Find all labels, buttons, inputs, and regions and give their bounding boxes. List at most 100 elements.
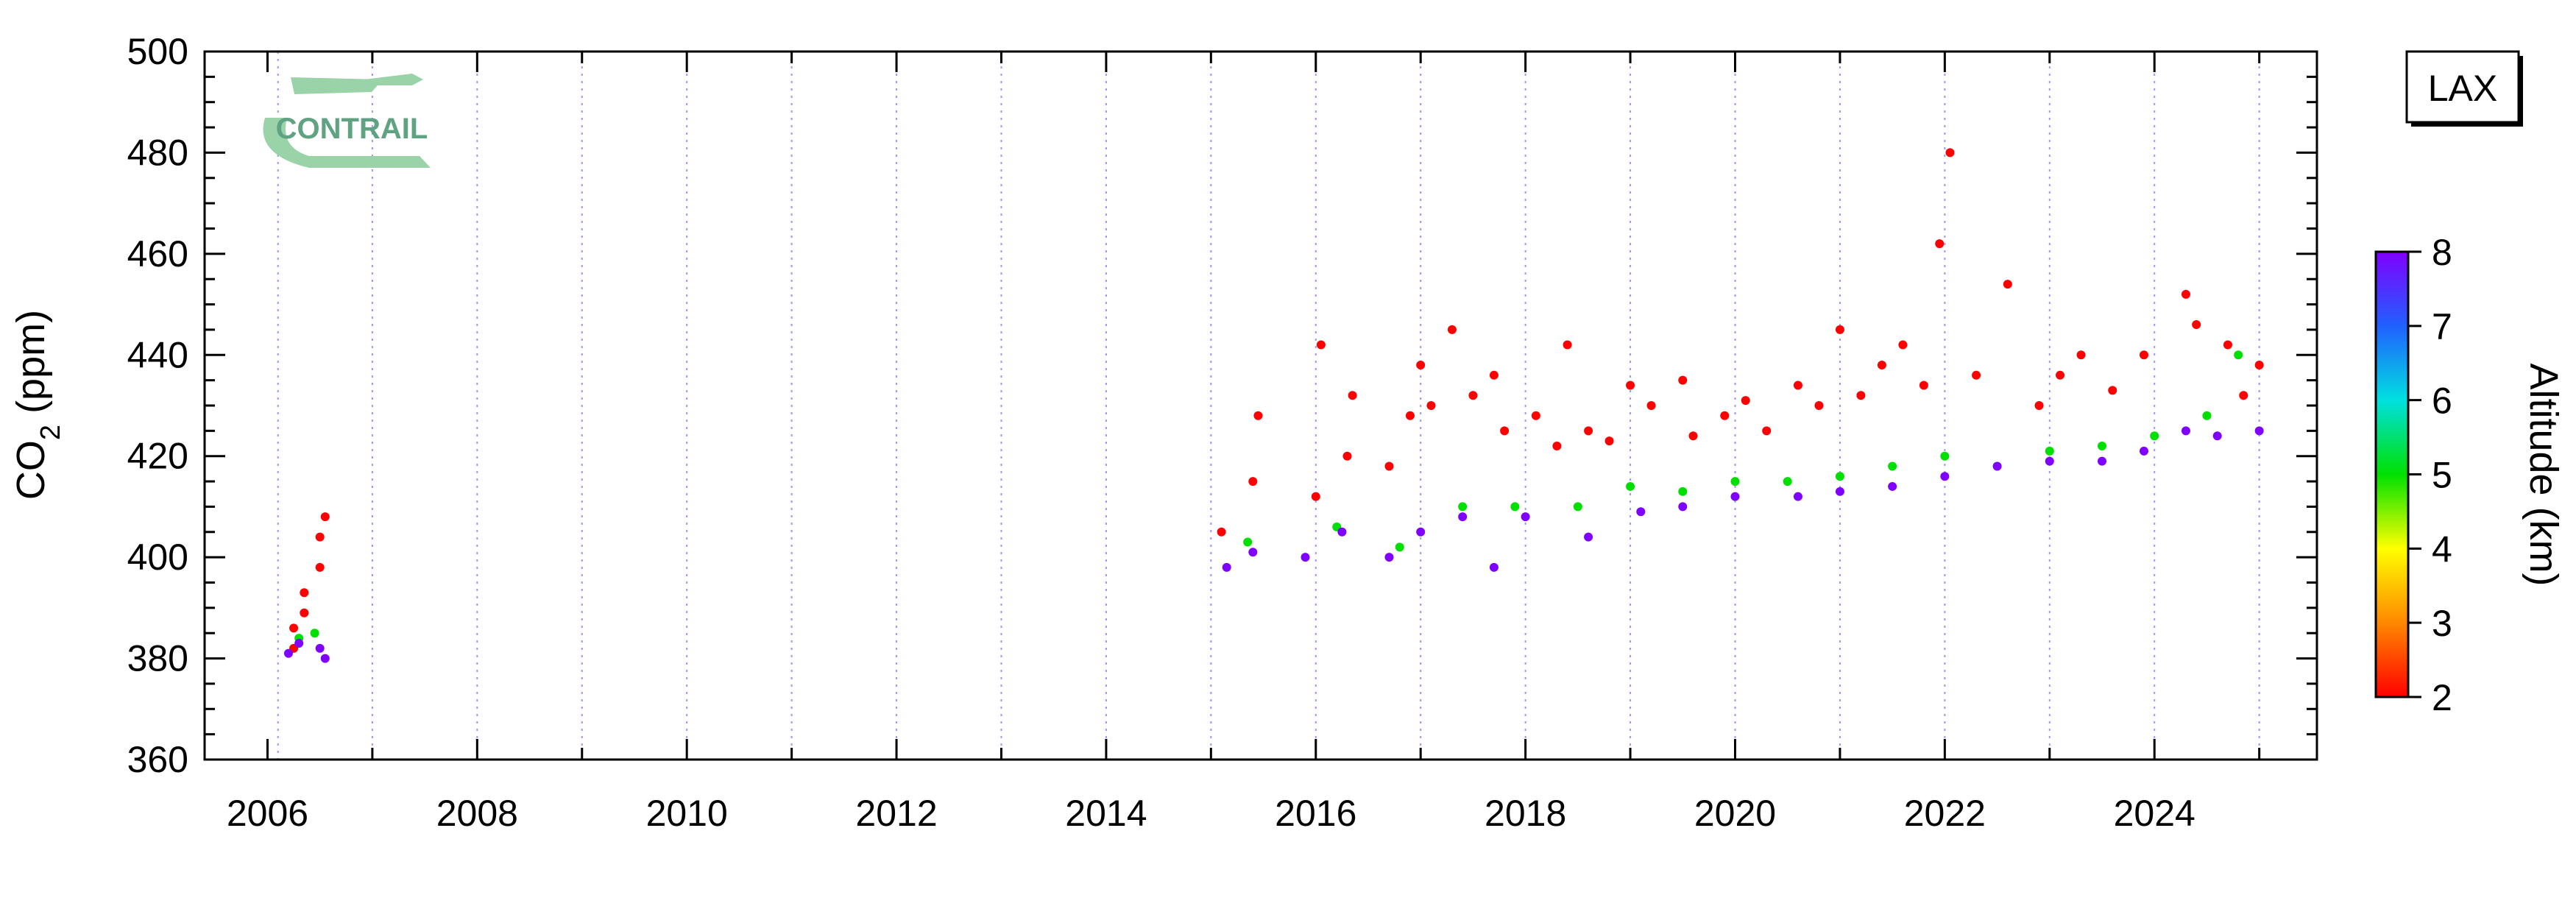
data-point bbox=[1573, 502, 1582, 512]
data-point bbox=[2223, 340, 2232, 350]
data-point bbox=[1458, 512, 1468, 522]
data-point bbox=[1426, 401, 1436, 410]
data-point bbox=[1217, 527, 1226, 537]
y-tick-label: 380 bbox=[127, 638, 188, 679]
data-point bbox=[2254, 426, 2264, 436]
colorbar-tick-label: 8 bbox=[2432, 232, 2452, 273]
data-point bbox=[1468, 391, 1478, 400]
y-axis-title: CO2 (ppm) bbox=[9, 310, 66, 500]
y-tick-label: 420 bbox=[127, 436, 188, 477]
data-point bbox=[1405, 411, 1415, 420]
colorbar-tick-label: 7 bbox=[2432, 306, 2452, 347]
data-point bbox=[1248, 548, 1258, 557]
data-point bbox=[1395, 542, 1404, 552]
colorbar-tick-label: 2 bbox=[2432, 677, 2452, 718]
x-tick-label: 2016 bbox=[1275, 793, 1356, 834]
data-point bbox=[2181, 426, 2190, 436]
data-point bbox=[2003, 280, 2012, 289]
data-point bbox=[1940, 451, 1950, 461]
data-point bbox=[2056, 370, 2065, 380]
data-point bbox=[1678, 486, 1688, 496]
data-point bbox=[1222, 562, 1231, 572]
data-point bbox=[2254, 361, 2264, 370]
airplane-icon bbox=[316, 74, 423, 85]
data-point bbox=[315, 643, 325, 653]
data-point bbox=[1416, 527, 1426, 537]
data-point bbox=[315, 562, 325, 572]
y-tick-label: 400 bbox=[127, 537, 188, 578]
data-point bbox=[1248, 477, 1258, 486]
x-tick-label: 2018 bbox=[1485, 793, 1566, 834]
data-point bbox=[1888, 461, 1897, 471]
data-point bbox=[1793, 381, 1802, 390]
data-point bbox=[1814, 401, 1824, 410]
colorbar-scale bbox=[2374, 250, 2410, 698]
data-point bbox=[1626, 381, 1635, 390]
data-point bbox=[1741, 396, 1750, 406]
plot-frame bbox=[203, 50, 2318, 761]
data-points bbox=[283, 148, 2264, 663]
data-point bbox=[300, 588, 309, 598]
data-point bbox=[1835, 325, 1844, 334]
y-tick-label: 500 bbox=[127, 31, 188, 72]
data-point bbox=[1935, 239, 1945, 249]
data-point bbox=[1856, 391, 1866, 400]
data-point bbox=[1243, 537, 1253, 547]
data-point bbox=[1337, 527, 1347, 537]
contrail-logo-text: CONTRAIL bbox=[276, 113, 428, 145]
data-point bbox=[2239, 391, 2248, 400]
data-point bbox=[2098, 441, 2107, 450]
data-point bbox=[1835, 472, 1844, 481]
data-point bbox=[1584, 532, 1593, 542]
data-point bbox=[1342, 451, 1352, 461]
data-point bbox=[1500, 426, 1510, 436]
data-point bbox=[1919, 381, 1928, 390]
data-point bbox=[1888, 481, 1897, 491]
data-point bbox=[1584, 426, 1593, 436]
data-point bbox=[1348, 391, 1357, 400]
data-point bbox=[1678, 502, 1688, 512]
data-point bbox=[2034, 401, 2044, 410]
data-point bbox=[320, 512, 330, 522]
data-point bbox=[2192, 320, 2201, 330]
station-name: LAX bbox=[2428, 68, 2498, 109]
x-tick-label: 2010 bbox=[646, 793, 728, 834]
data-point bbox=[1835, 486, 1844, 496]
colorbar-tick-label: 5 bbox=[2432, 455, 2452, 496]
data-point bbox=[320, 654, 330, 663]
y-tick-label: 480 bbox=[127, 132, 188, 173]
data-point bbox=[1416, 361, 1426, 370]
data-point bbox=[2150, 431, 2159, 441]
x-tick-label: 2014 bbox=[1065, 793, 1147, 834]
data-point bbox=[1793, 492, 1802, 501]
data-point bbox=[1489, 370, 1498, 380]
x-tick-label: 2020 bbox=[1694, 793, 1776, 834]
data-point bbox=[1898, 340, 1908, 350]
x-tick-label: 2008 bbox=[436, 793, 518, 834]
data-point bbox=[1877, 361, 1886, 370]
colorbar-tick-label: 4 bbox=[2432, 528, 2452, 570]
data-point bbox=[1730, 477, 1740, 486]
data-point bbox=[1945, 148, 1955, 158]
data-point bbox=[2045, 456, 2054, 466]
colorbar-title: Altitude (km) bbox=[2522, 363, 2566, 586]
data-point bbox=[1992, 461, 2002, 471]
data-point bbox=[1253, 411, 1263, 420]
contrail-logo-swoosh bbox=[263, 77, 431, 168]
data-point bbox=[1563, 340, 1572, 350]
data-point bbox=[283, 648, 293, 658]
data-point bbox=[1783, 477, 1792, 486]
data-point bbox=[1521, 512, 1530, 522]
data-point bbox=[1646, 401, 1656, 410]
colorbar-tick-label: 3 bbox=[2432, 603, 2452, 644]
data-point bbox=[1384, 461, 1394, 471]
data-point bbox=[289, 623, 299, 633]
data-point bbox=[315, 532, 325, 542]
data-point bbox=[1626, 481, 1635, 491]
x-tick-label: 2024 bbox=[2114, 793, 2195, 834]
altitude-colorbar: 2 3 4 5 6 7 8 bbox=[2374, 232, 2452, 718]
data-point bbox=[1762, 426, 1772, 436]
data-point bbox=[1447, 325, 1457, 334]
data-point bbox=[300, 608, 309, 618]
